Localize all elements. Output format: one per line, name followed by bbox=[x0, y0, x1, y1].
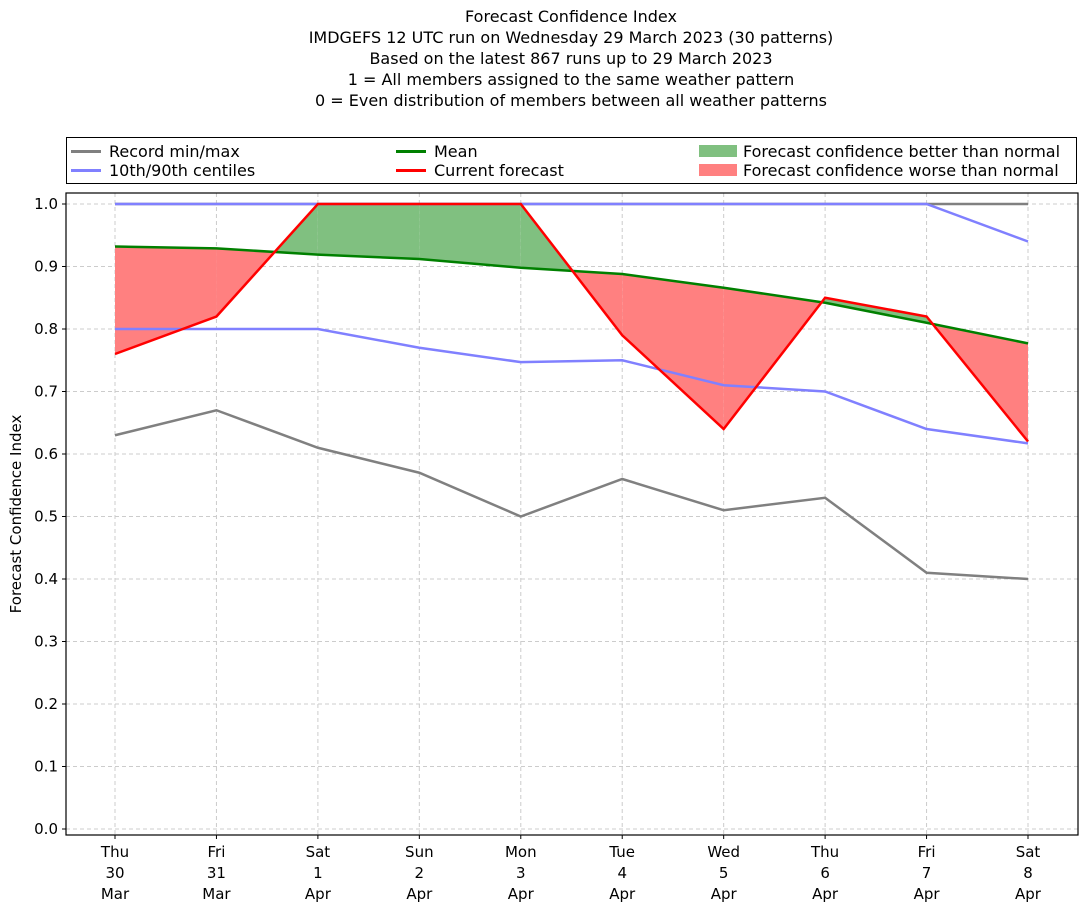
xtick-label-5-0: Tue bbox=[608, 843, 635, 861]
series-lines bbox=[114, 202, 1029, 581]
legend-item-current: Current forecast bbox=[396, 161, 564, 181]
title-line-3: Based on the latest 867 runs up to 29 Ma… bbox=[369, 49, 773, 68]
ytick-label-7: 0.7 bbox=[34, 383, 58, 401]
legend-label-current: Current forecast bbox=[434, 161, 564, 180]
ytick-label-3: 0.3 bbox=[34, 633, 58, 651]
xtick-label-5-1: 4 bbox=[617, 864, 627, 882]
xtick-label-0-0: Thu bbox=[100, 843, 129, 861]
legend-swatch-better bbox=[699, 145, 737, 157]
legend-label-centiles: 10th/90th centiles bbox=[109, 161, 256, 180]
title-line-4: 1 = All members assigned to the same wea… bbox=[347, 70, 795, 89]
legend-item-worse: Forecast confidence worse than normal bbox=[699, 161, 1059, 181]
legend-item-better: Forecast confidence better than normal bbox=[699, 142, 1060, 162]
confidence-fills bbox=[115, 204, 1028, 442]
series-line-90th-centile bbox=[115, 202, 1029, 243]
ytick-label-0: 0.0 bbox=[34, 820, 58, 838]
legend-label-worse: Forecast confidence worse than normal bbox=[743, 161, 1059, 180]
legend-label-better: Forecast confidence better than normal bbox=[743, 142, 1061, 161]
series-line-record-min bbox=[114, 408, 1029, 581]
legend-swatch-record bbox=[71, 149, 101, 153]
legend-label-mean: Mean bbox=[434, 142, 478, 161]
ytick-label-6: 0.6 bbox=[34, 445, 58, 463]
legend-label-record: Record min/max bbox=[109, 142, 240, 161]
xtick-label-7-2: Apr bbox=[812, 885, 839, 903]
xtick-label-5-2: Apr bbox=[609, 885, 636, 903]
fill-better-3-0 bbox=[419, 204, 521, 268]
xtick-label-4-2: Apr bbox=[508, 885, 535, 903]
fill-worse-0-0 bbox=[115, 246, 217, 354]
xtick-label-3-1: 2 bbox=[415, 864, 425, 882]
plot-frame bbox=[65, 192, 1079, 836]
xtick-label-4-0: Mon bbox=[505, 843, 537, 861]
legend: Record min/max 10th/90th centiles Mean C… bbox=[66, 137, 1077, 184]
ytick-label-9: 0.9 bbox=[34, 258, 58, 276]
ytick-label-2: 0.2 bbox=[34, 695, 58, 713]
xtick-label-0-1: 30 bbox=[105, 864, 124, 882]
xtick-label-2-1: 1 bbox=[313, 864, 323, 882]
xtick-label-1-0: Fri bbox=[208, 843, 226, 861]
xtick-label-1-1: 31 bbox=[207, 864, 226, 882]
xtick-label-6-2: Apr bbox=[711, 885, 738, 903]
xtick-label-4-1: 3 bbox=[516, 864, 526, 882]
x-axis: Thu 30 Mar Fri 31 Mar Sat 1 Apr Sun 2 Apr Mon 3 Apr Tue… bbox=[100, 835, 1042, 903]
xtick-label-3-0: Sun bbox=[405, 843, 434, 861]
title-line-1: Forecast Confidence Index bbox=[465, 7, 677, 26]
fill-worse-5-0 bbox=[622, 274, 724, 429]
title-line-2: IMDGEFS 12 UTC run on Wednesday 29 March… bbox=[308, 28, 834, 47]
series-line-current-forecast bbox=[114, 202, 1029, 443]
xtick-label-8-0: Fri bbox=[918, 843, 936, 861]
xtick-label-9-1: 8 bbox=[1023, 864, 1033, 882]
xtick-label-6-1: 5 bbox=[719, 864, 729, 882]
legend-swatch-current bbox=[396, 168, 426, 172]
xtick-label-3-2: Apr bbox=[406, 885, 433, 903]
xtick-label-9-0: Sat bbox=[1016, 843, 1041, 861]
fill-better-2-0 bbox=[317, 204, 420, 259]
legend-item-mean: Mean bbox=[396, 142, 478, 162]
xtick-label-2-2: Apr bbox=[305, 885, 332, 903]
series-line-10th-centile bbox=[115, 327, 1029, 445]
xtick-label-8-2: Apr bbox=[914, 885, 941, 903]
xtick-label-7-1: 6 bbox=[820, 864, 830, 882]
legend-item-record: Record min/max bbox=[71, 142, 240, 162]
title-line-5: 0 = Even distribution of members between… bbox=[314, 91, 828, 110]
ytick-label-4: 0.4 bbox=[34, 570, 58, 588]
fill-worse-6-0 bbox=[723, 287, 822, 429]
xtick-label-7-0: Thu bbox=[810, 843, 839, 861]
y-axis: 0.0 0.1 0.2 0.3 0.4 0.5 0.6 0.7 0.8 0.9 1.0 bbox=[34, 195, 66, 838]
legend-swatch-centiles bbox=[71, 168, 101, 172]
ytick-label-5: 0.5 bbox=[34, 508, 58, 526]
xtick-label-1-2: Mar bbox=[202, 885, 231, 903]
ytick-label-10: 1.0 bbox=[34, 195, 58, 213]
xtick-label-9-2: Apr bbox=[1015, 885, 1042, 903]
ytick-label-8: 0.8 bbox=[34, 320, 58, 338]
xtick-label-0-2: Mar bbox=[101, 885, 130, 903]
legend-item-centiles: 10th/90th centiles bbox=[71, 161, 255, 181]
legend-swatch-mean bbox=[396, 149, 426, 153]
chart-title: Forecast Confidence Index IMDGEFS 12 UTC… bbox=[0, 6, 1092, 111]
legend-swatch-worse bbox=[699, 164, 737, 176]
xtick-label-2-0: Sat bbox=[306, 843, 331, 861]
ytick-label-1: 0.1 bbox=[34, 758, 58, 776]
xtick-label-6-0: Wed bbox=[707, 843, 740, 861]
y-axis-label: Forecast Confidence Index bbox=[7, 415, 25, 614]
xtick-label-8-1: 7 bbox=[922, 864, 932, 882]
